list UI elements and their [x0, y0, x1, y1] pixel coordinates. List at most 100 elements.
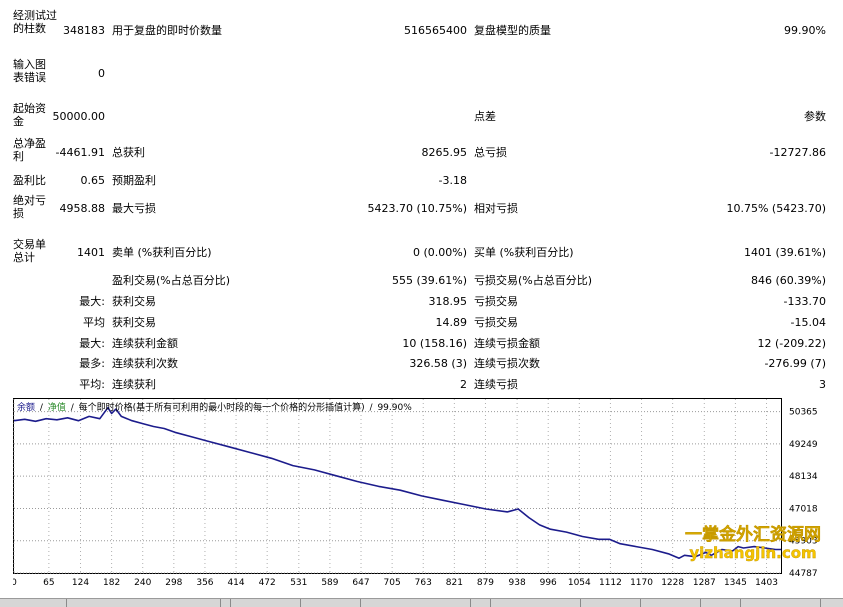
x-tick-label: 589 — [321, 578, 338, 588]
payoff-label: 预期盈利 — [112, 174, 156, 187]
total-trades-label: 交易单总计 — [13, 238, 46, 264]
y-tick-label: 48134 — [789, 472, 818, 482]
avg-cons-win-label: 连续获利 — [112, 378, 156, 391]
legend-sep-1: / — [40, 403, 44, 413]
x-axis: 0 65 124 182 240 298 356 414 472 531 589 647 705 763 8… — [11, 578, 778, 588]
largest-profit-value: 318.95 — [428, 295, 468, 308]
bottom-bar-divider — [300, 599, 301, 607]
avg-cons-win-value: 2 — [460, 378, 467, 391]
y-tick-label: 44787 — [789, 569, 818, 579]
watermark-url: yizhangjin.com — [689, 544, 816, 562]
bottom-bar-divider — [580, 599, 581, 607]
chart-background — [13, 398, 839, 598]
payoff-value: -3.18 — [438, 174, 467, 187]
bottom-bar-divider — [820, 599, 821, 607]
x-tick-label: 1345 — [724, 578, 747, 588]
loss-trades-value: 846 (60.39%) — [750, 274, 826, 287]
balance-chart: 0 65 124 182 240 298 356 414 472 531 589 647 705 763 8… — [11, 398, 839, 598]
x-tick-label: 1287 — [693, 578, 716, 588]
gross-profit-label: 总获利 — [112, 146, 145, 159]
x-tick-label: 531 — [290, 578, 307, 588]
y-axis: 44787 45903 47018 48134 49249 50365 — [789, 408, 818, 579]
avg2-prefix: 平均: — [79, 378, 105, 391]
legend-balance: 余额 — [17, 401, 35, 413]
series-layer — [13, 406, 781, 559]
bars-label: 经测试过的柱数 — [13, 9, 57, 35]
x-tick-label: 1403 — [755, 578, 778, 588]
y-tick-label: 47018 — [789, 504, 818, 514]
deposit-value: 50000.00 — [52, 110, 106, 123]
quality-label: 复盘模型的质量 — [474, 24, 551, 37]
bottom-bar-divider — [700, 599, 701, 607]
bottom-bar-divider — [360, 599, 361, 607]
x-tick-label: 414 — [227, 578, 244, 588]
average-prefix: 平均 — [83, 316, 105, 329]
largest-loss-label: 亏损交易 — [474, 295, 518, 308]
max-drawdown-value: 5423.70 (10.75%) — [367, 202, 467, 215]
x-tick-label: 647 — [352, 578, 369, 588]
x-tick-label: 356 — [196, 578, 213, 588]
abs-drawdown-label: 绝对亏损 — [13, 194, 46, 220]
legend-equity: 净值 — [48, 401, 66, 413]
cons-lossc-label: 连续亏损次数 — [474, 357, 540, 370]
most-prefix: 最多: — [79, 357, 105, 370]
cons-win-money-value: 10 (158.16) — [402, 337, 467, 350]
rel-drawdown-label: 相对亏损 — [474, 202, 518, 215]
bottom-bar-divider — [740, 599, 741, 607]
x-tick-label: 472 — [259, 578, 276, 588]
x-tick-label: 1228 — [661, 578, 684, 588]
avg-loss-label: 亏损交易 — [474, 316, 518, 329]
bottom-scroll-bar[interactable] — [0, 598, 843, 607]
x-tick-label: 298 — [165, 578, 182, 588]
x-tick-label: 996 — [540, 578, 557, 588]
gross-profit-value: 8265.95 — [421, 146, 468, 159]
avg-loss-value: -15.04 — [790, 316, 826, 329]
legend-quality: 99.90% — [377, 403, 412, 413]
x-tick-label: 240 — [134, 578, 151, 588]
grid-layer — [13, 399, 781, 574]
largest-profit-label: 获利交易 — [112, 295, 156, 308]
bottom-bar-divider — [470, 599, 471, 607]
x-tick-label: 124 — [72, 578, 89, 588]
avg-cons-loss-value: 3 — [819, 378, 826, 391]
x-tick-label: 182 — [103, 578, 120, 588]
spread-label: 点差 — [474, 110, 496, 123]
abs-drawdown-value: 4958.88 — [59, 202, 106, 215]
long-trades-value: 1401 (39.61%) — [743, 246, 826, 259]
x-tick-label: 1112 — [599, 578, 622, 588]
x-tick-label: 938 — [509, 578, 526, 588]
net-profit-label: 总净盈利 — [13, 137, 46, 163]
long-trades-label: 买单 (%获利百分比) — [474, 246, 574, 259]
profit-factor-value: 0.65 — [80, 174, 106, 187]
y-tick-label: 50365 — [789, 408, 818, 418]
x-tick-label: 65 — [43, 578, 54, 588]
net-profit-value: -4461.91 — [55, 146, 105, 159]
avg-profit-label: 获利交易 — [112, 316, 156, 329]
loss-trades-label: 亏损交易(%占总百分比) — [474, 274, 593, 287]
cons-win-money-label: 连续获利金额 — [112, 337, 178, 350]
profit-trades-label: 盈利交易(%占总百分比) — [112, 274, 231, 287]
profit-factor-label: 盈利比 — [13, 174, 46, 187]
quality-value: 99.90% — [784, 24, 826, 37]
bottom-bar-divider — [490, 599, 491, 607]
short-trades-value: 0 (0.00%) — [412, 246, 467, 259]
cons-profit-value: 326.58 (3) — [409, 357, 467, 370]
y-tick-label: 45903 — [789, 537, 818, 547]
y-tick-label: 49249 — [789, 440, 818, 450]
gross-loss-label: 总亏损 — [474, 146, 507, 159]
mismatch-value: 0 — [98, 67, 105, 80]
bottom-bar-divider — [220, 599, 221, 607]
total-trades-value: 1401 — [77, 246, 105, 259]
bars-value: 348183 — [63, 24, 105, 37]
balance-chart-svg: 0 65 124 182 240 298 356 414 472 531 589 647 705 763 8… — [11, 398, 839, 598]
cons-lossc-value: -276.99 (7) — [764, 357, 826, 370]
cons-loss-money-label: 连续亏损金额 — [474, 337, 540, 350]
chart-header: 余额 / 净值 / 每个即时价格(基于所有可利用的最小时段的每一个价格的分形插值… — [17, 401, 412, 413]
spread-value: 参数 — [804, 110, 826, 123]
plot-frame — [13, 398, 782, 574]
max2-prefix: 最大: — [79, 337, 105, 350]
cons-profit-label: 连续获利次数 — [112, 357, 178, 370]
avg-profit-value: 14.89 — [435, 316, 468, 329]
x-tick-label: 1170 — [630, 578, 653, 588]
x-tick-label: 821 — [446, 578, 463, 588]
